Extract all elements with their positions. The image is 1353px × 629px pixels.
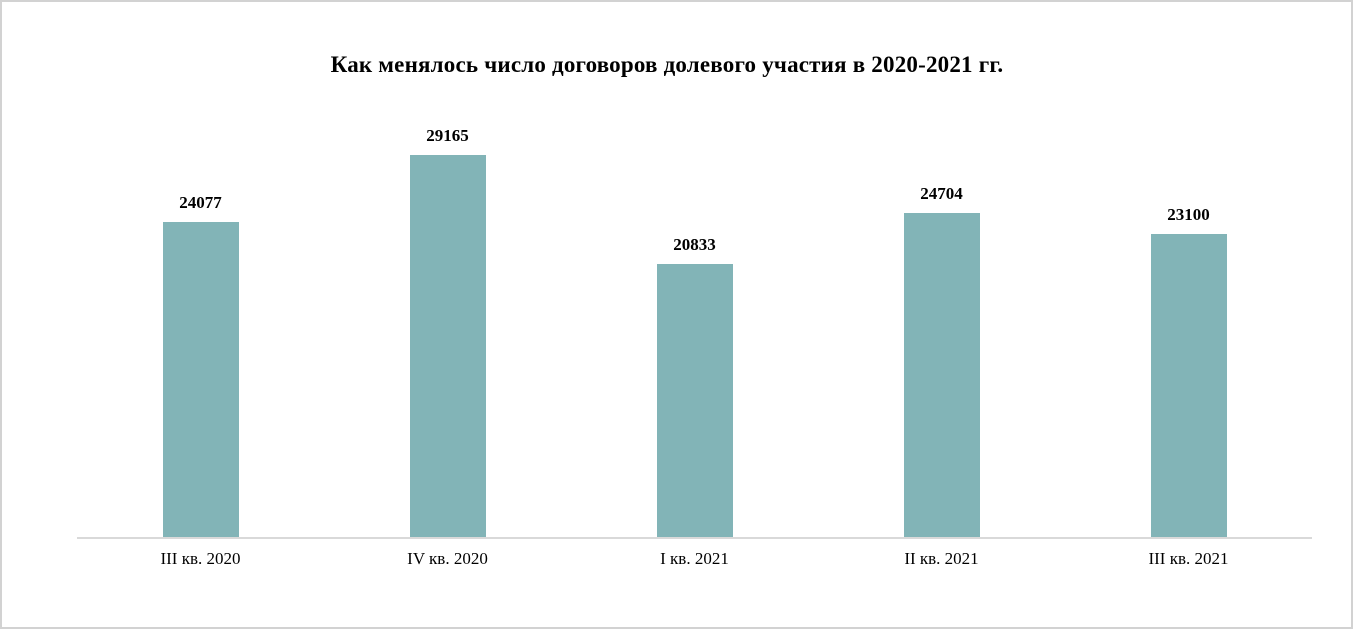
bar xyxy=(162,222,239,537)
bar-column: 29165 xyxy=(324,117,571,537)
x-axis-label: II кв. 2021 xyxy=(904,549,979,568)
bar-value-label: 23100 xyxy=(1167,205,1210,224)
plot-area: 24077 29165 20833 24704 23100 xyxy=(77,117,1312,537)
bar xyxy=(409,155,486,537)
bar-value-label: 29165 xyxy=(426,126,469,145)
bar xyxy=(1150,234,1227,537)
bar xyxy=(656,264,733,537)
x-axis-label: I кв. 2021 xyxy=(660,549,729,568)
bar-series: 24077 29165 20833 24704 23100 xyxy=(77,117,1312,537)
bar-value-label: 20833 xyxy=(673,235,716,254)
x-axis-label: III кв. 2021 xyxy=(1148,549,1229,568)
bar-value-label: 24077 xyxy=(179,193,222,212)
bar-column: 24077 xyxy=(77,117,324,537)
x-axis-label: IV кв. 2020 xyxy=(407,549,488,568)
x-axis-label: III кв. 2020 xyxy=(160,549,241,568)
bar-column: 23100 xyxy=(1065,117,1312,537)
bar xyxy=(903,213,980,537)
bar-column: 24704 xyxy=(818,117,1065,537)
chart-title: Как менялось число договоров долевого уч… xyxy=(330,52,1004,77)
bar-column: 20833 xyxy=(571,117,818,537)
bar-value-label: 24704 xyxy=(920,184,963,203)
x-axis-labels: III кв. 2020 IV кв. 2020 I кв. 2021 II к… xyxy=(77,549,1312,569)
x-axis-line xyxy=(77,537,1312,539)
